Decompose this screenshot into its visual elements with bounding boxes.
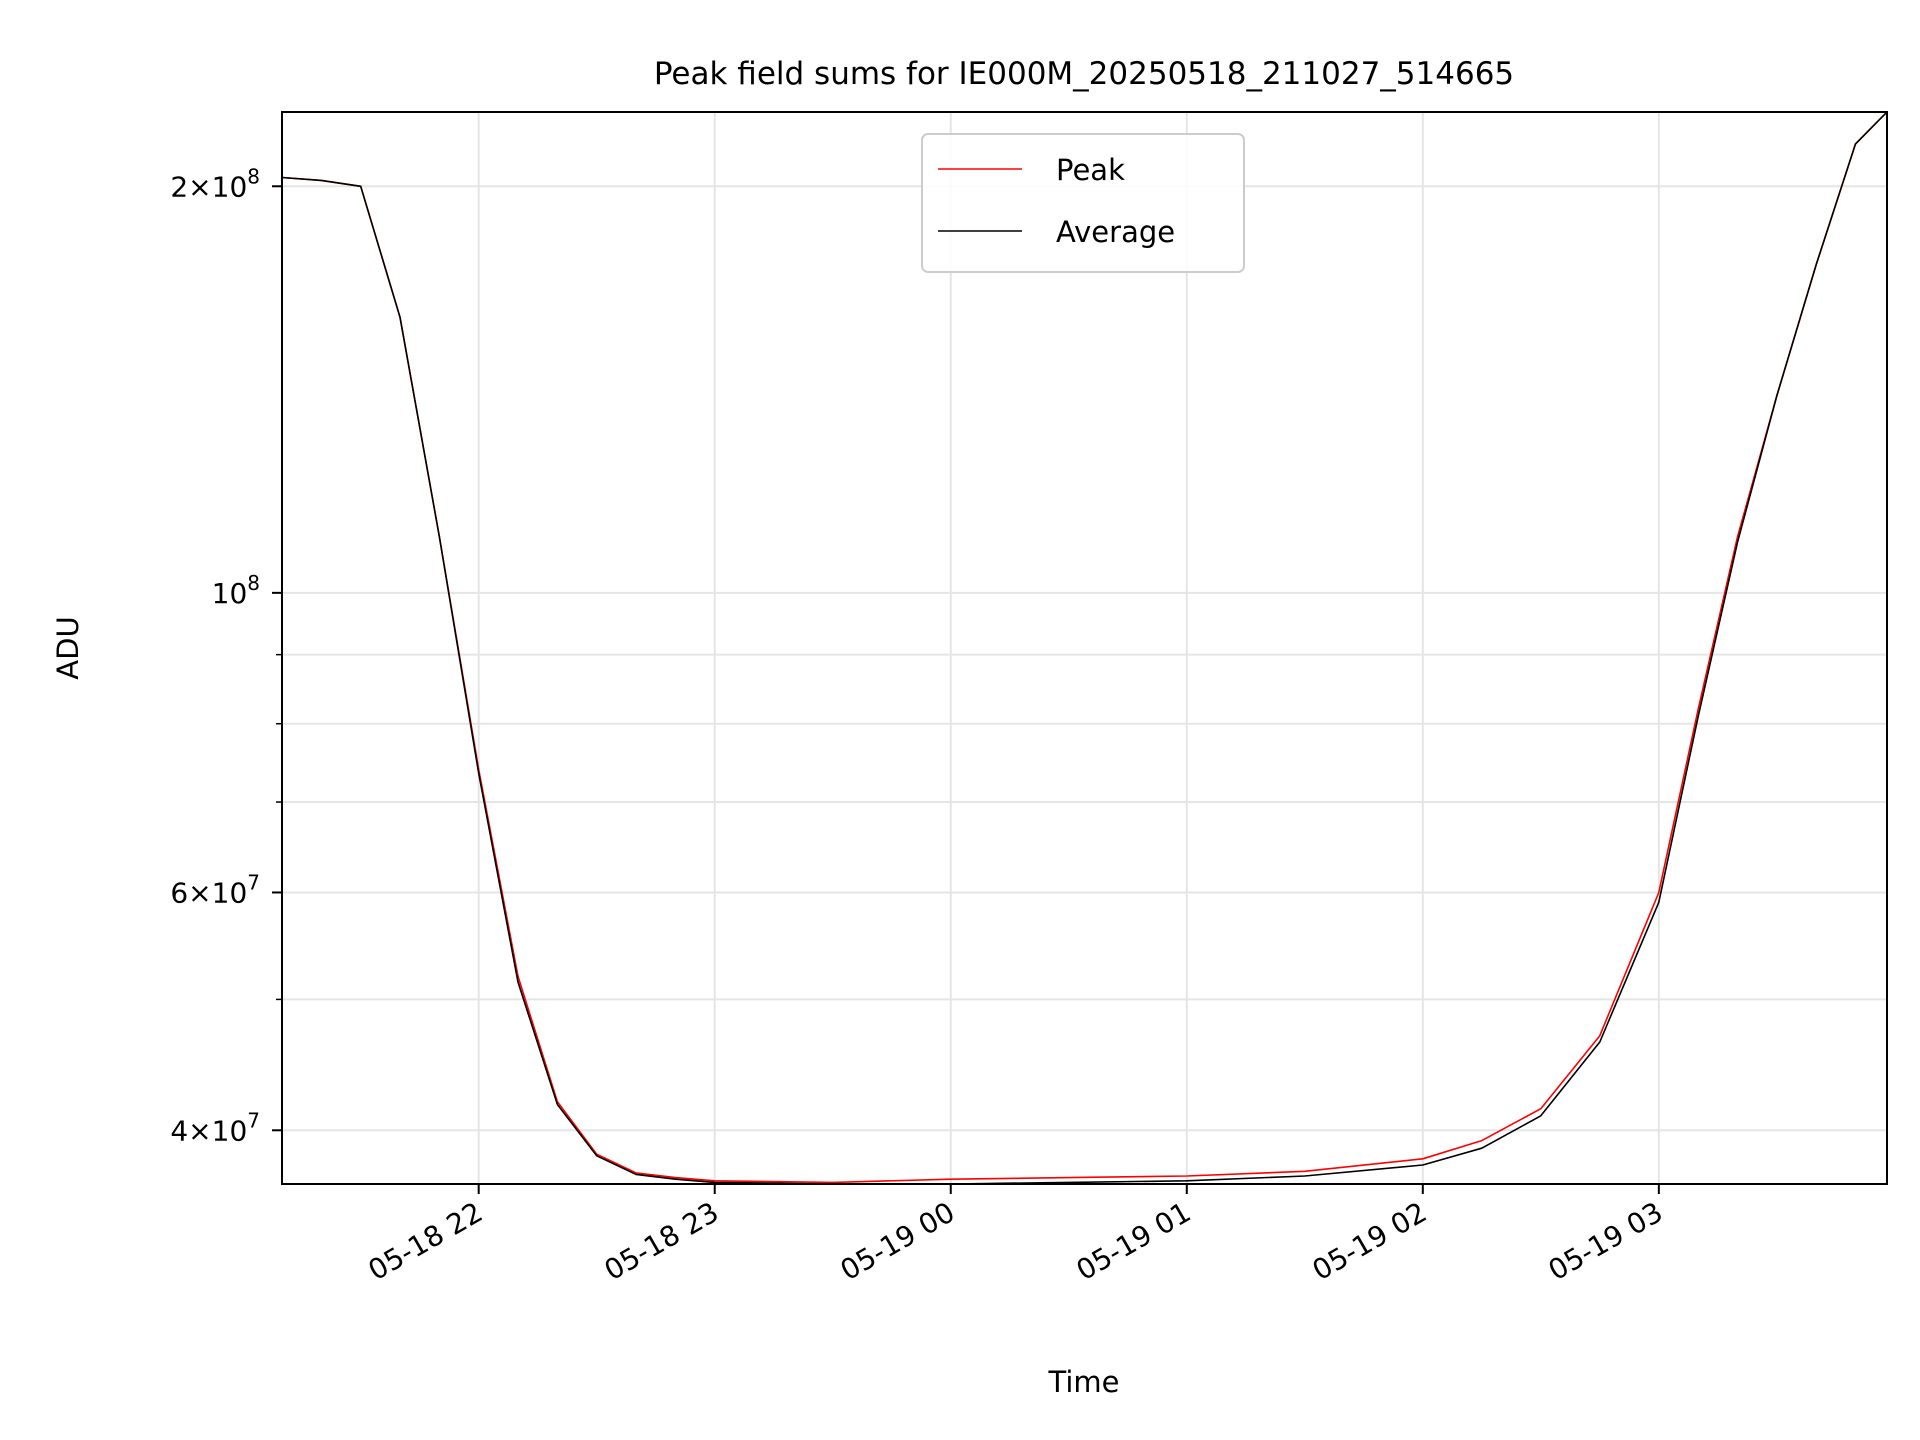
- legend: Peak Average: [921, 133, 1245, 273]
- chart-title: Peak field sums for IE000M_20250518_2110…: [654, 56, 1514, 92]
- legend-label-average: Average: [1056, 215, 1175, 249]
- y-axis-label: ADU: [51, 616, 85, 679]
- y-tick-label: 108: [212, 571, 260, 610]
- y-tick-label: 2×108: [170, 164, 260, 203]
- y-tick-label: 4×107: [170, 1108, 260, 1147]
- x-axis-label: Time: [1048, 1365, 1120, 1399]
- legend-label-peak: Peak: [1056, 153, 1125, 187]
- axes-frame: [281, 111, 1888, 1185]
- y-tick-label: 6×107: [170, 870, 260, 909]
- y-axis: 4×107 6×107 108 2×108: [170, 164, 282, 1147]
